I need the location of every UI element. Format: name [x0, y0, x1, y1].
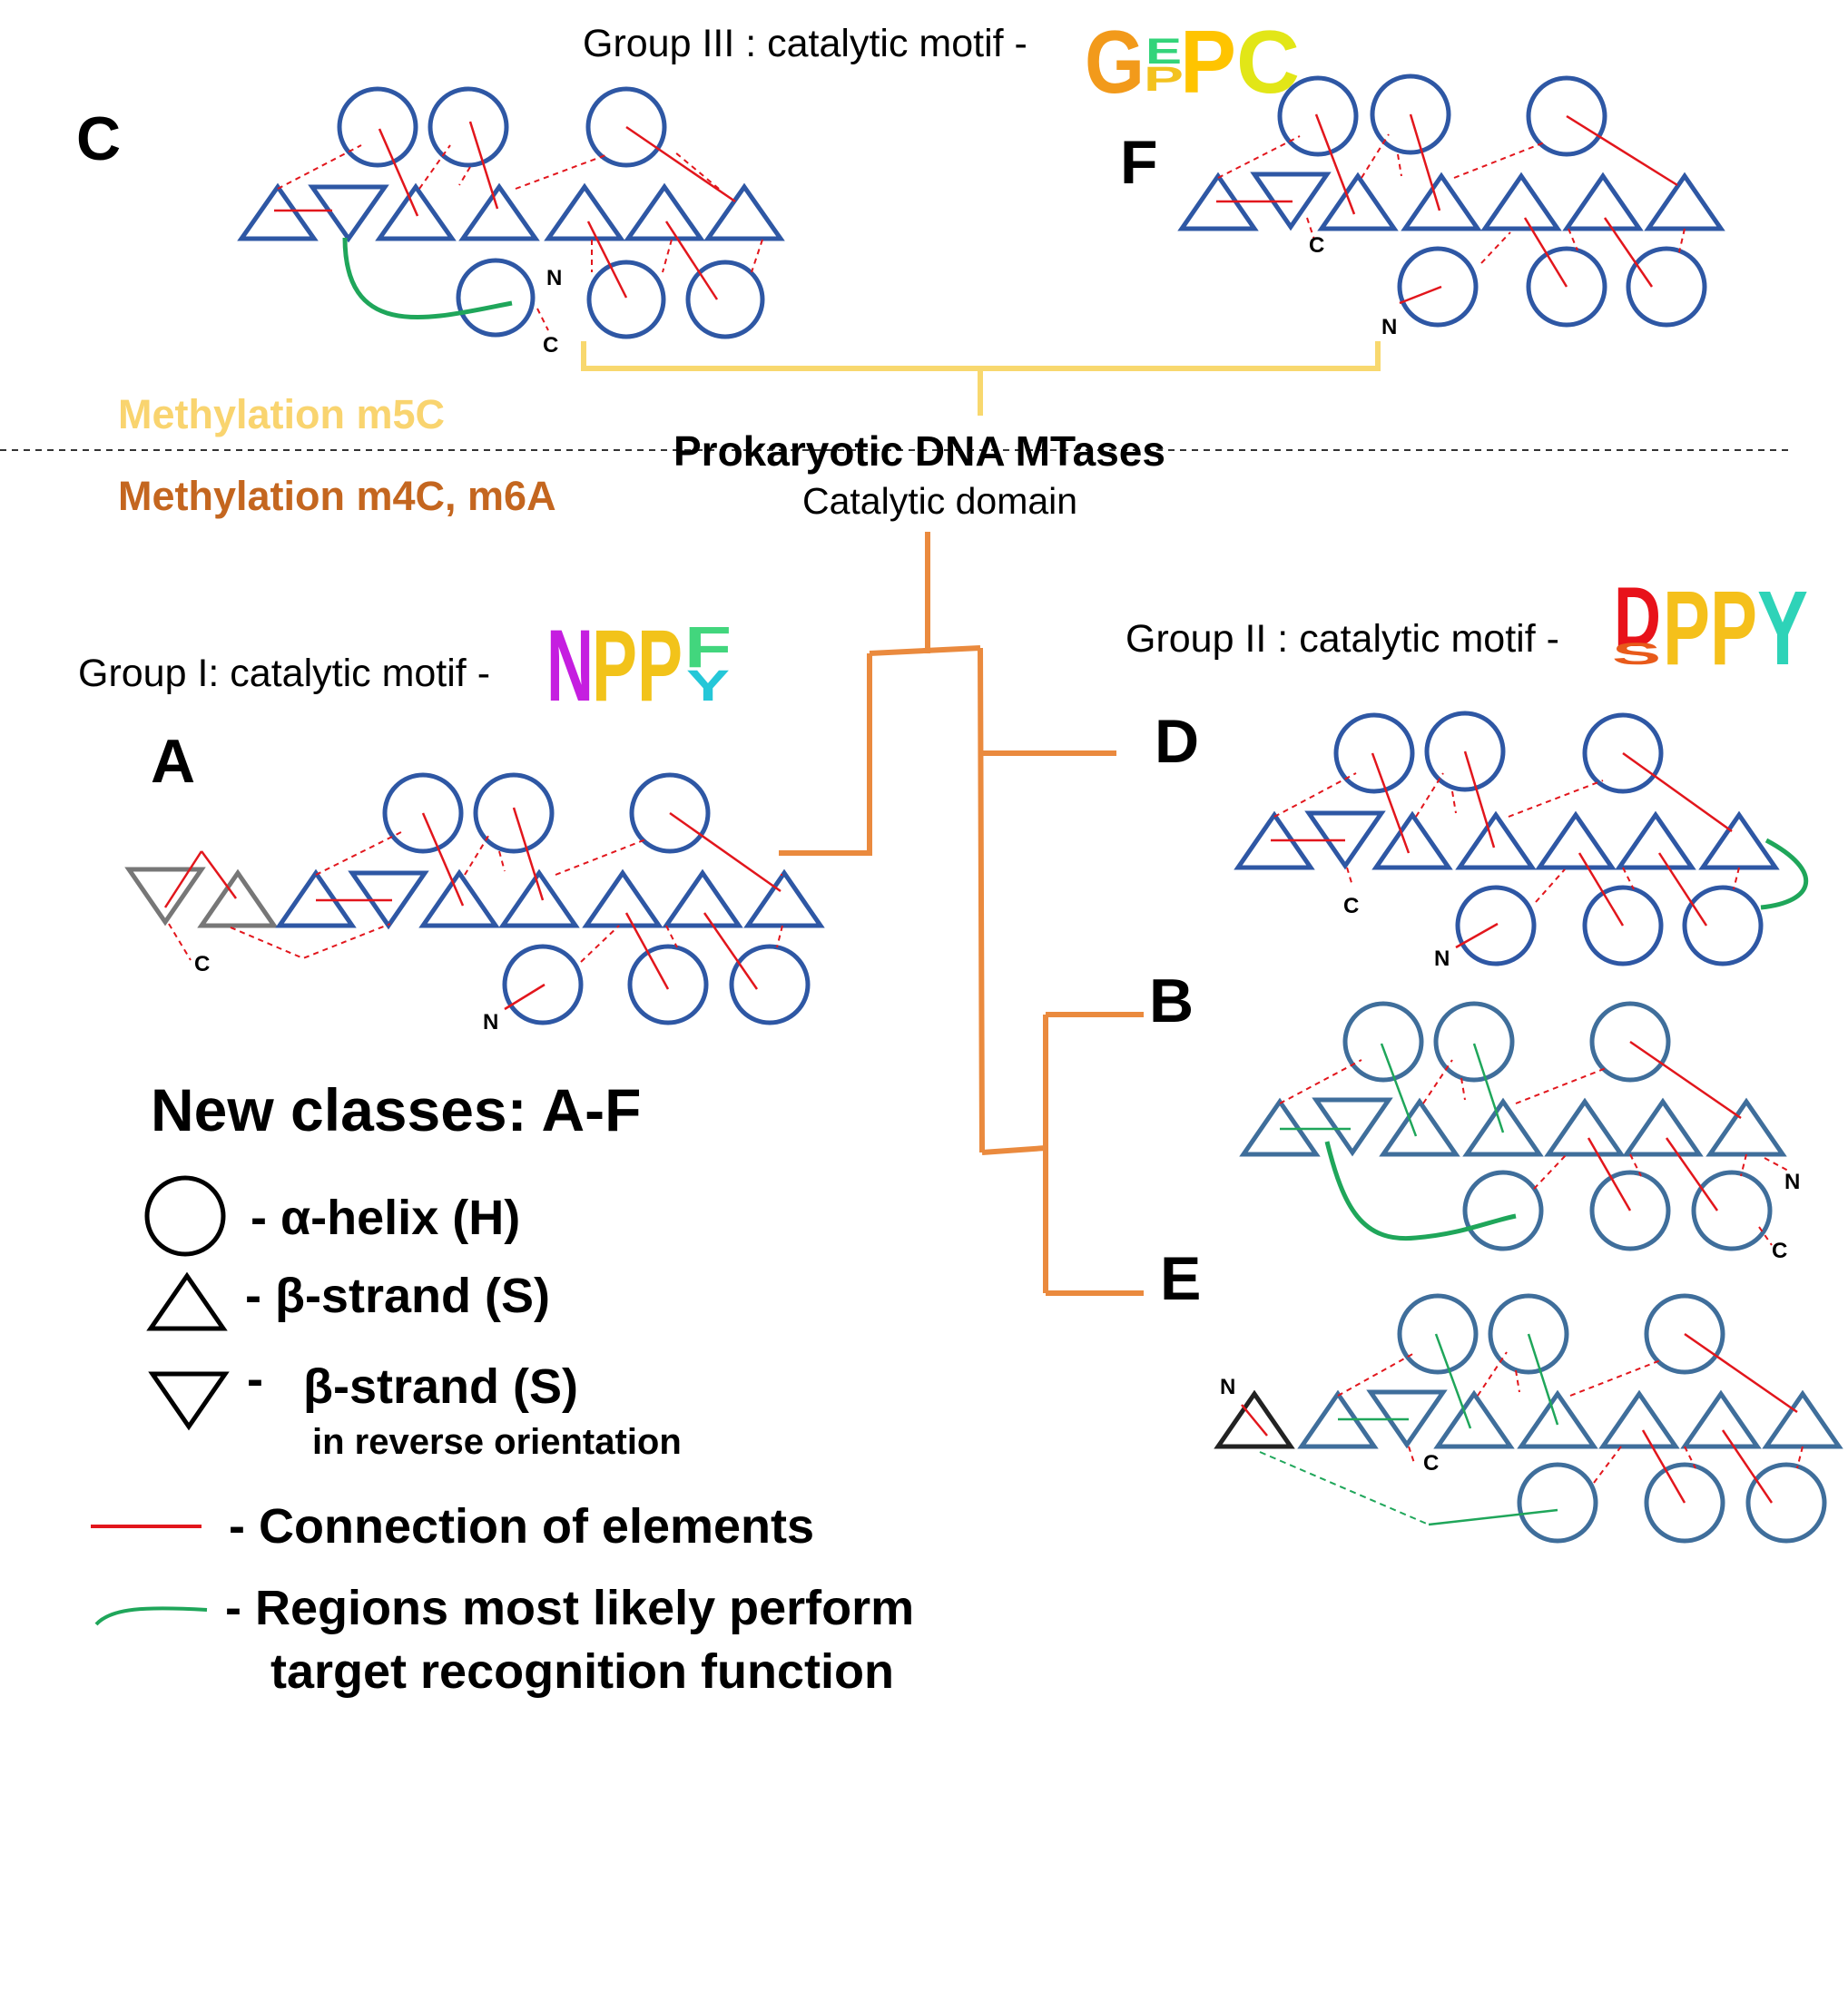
group1-label: Group I: catalytic motif - — [78, 652, 490, 695]
group3-label: Group III : catalytic motif - — [583, 22, 1027, 65]
class-letter-c: C — [76, 104, 121, 173]
class-letter-e: E — [1160, 1244, 1201, 1313]
legend-reverse-strand-label: β-strand (S) — [303, 1359, 578, 1414]
svg-text:P: P — [592, 609, 637, 722]
class-a-n-terminus: N — [483, 1010, 498, 1035]
svg-text:F: F — [684, 614, 732, 680]
group3-motif-logo: G E P P C — [1085, 12, 1300, 112]
class-f-c-terminus: C — [1309, 233, 1324, 258]
m4c-m6a-branch — [779, 532, 1144, 1296]
class-c-c-terminus: C — [543, 333, 558, 358]
class-d-n-terminus: N — [1434, 946, 1450, 971]
legend-strand-label: - β-strand (S) — [245, 1269, 550, 1323]
legend-recognition-line1: - Regions most likely perform — [225, 1581, 914, 1635]
class-c-topology — [237, 86, 785, 339]
root-title: Prokaryotic DNA MTases — [673, 427, 1165, 475]
m5c-branch — [581, 341, 1381, 416]
svg-text:P: P — [1663, 569, 1710, 687]
classification-tree — [0, 341, 1790, 1296]
class-a-topology — [124, 772, 825, 1025]
methylation-m5c-label: Methylation m5C — [118, 391, 445, 437]
class-b-n-terminus: N — [1784, 1170, 1800, 1194]
root-subtitle: Catalytic domain — [802, 480, 1077, 522]
legend-title: New classes: A-F — [151, 1076, 641, 1143]
class-f-n-terminus: N — [1381, 315, 1397, 339]
group1-motif-logo: N P P F Y — [546, 609, 732, 722]
group2-motif-logo: D S P P Y — [1612, 569, 1808, 687]
class-letter-b: B — [1149, 966, 1194, 1035]
class-d-c-terminus: C — [1343, 894, 1359, 918]
legend-strand-icon — [146, 1271, 228, 1331]
class-b-topology — [1239, 1001, 1789, 1251]
legend-reverse-strand-note: in reverse orientation — [312, 1422, 682, 1462]
class-e-n-terminus: N — [1220, 1375, 1235, 1399]
class-f-topology — [1177, 74, 1725, 328]
class-letter-f: F — [1120, 128, 1158, 197]
svg-text:Y: Y — [1757, 569, 1808, 687]
legend-helix-icon — [144, 1175, 226, 1257]
legend-helix-label: - α-helix (H) — [251, 1191, 520, 1245]
svg-text:P: P — [1180, 12, 1236, 112]
svg-text:G: G — [1085, 12, 1145, 112]
svg-text:E: E — [1145, 32, 1182, 72]
svg-text:S: S — [1612, 637, 1661, 672]
svg-text:D: D — [1614, 569, 1661, 664]
class-e-c-terminus: C — [1423, 1451, 1439, 1476]
svg-text:P: P — [1144, 61, 1184, 99]
class-letter-d: D — [1155, 707, 1199, 776]
class-d-topology — [1234, 711, 1809, 966]
svg-text:P: P — [1710, 569, 1757, 687]
legend-connection-label: - Connection of elements — [229, 1499, 814, 1554]
legend-recognition-icon — [94, 1606, 208, 1626]
svg-text:C: C — [1236, 12, 1300, 112]
legend: New classes: A-F - α-helix (H) - β-stran… — [91, 1076, 914, 1699]
class-b-c-terminus: C — [1772, 1239, 1787, 1263]
svg-text:Y: Y — [686, 662, 730, 711]
svg-text:P: P — [637, 609, 683, 722]
group2-label: Group II : catalytic motif - — [1126, 617, 1559, 661]
class-e-topology — [1214, 1293, 1843, 1544]
class-letter-a: A — [151, 727, 195, 796]
class-a-c-terminus: C — [194, 952, 210, 976]
legend-recognition-line2: target recognition function — [270, 1644, 894, 1699]
methylation-m4c-m6a-label: Methylation m4C, m6A — [118, 473, 556, 519]
legend-reverse-strand-icon — [148, 1371, 230, 1431]
svg-text:N: N — [546, 609, 594, 722]
legend-reverse-strand-dash: - — [247, 1352, 263, 1407]
class-c-n-terminus: N — [546, 266, 562, 290]
